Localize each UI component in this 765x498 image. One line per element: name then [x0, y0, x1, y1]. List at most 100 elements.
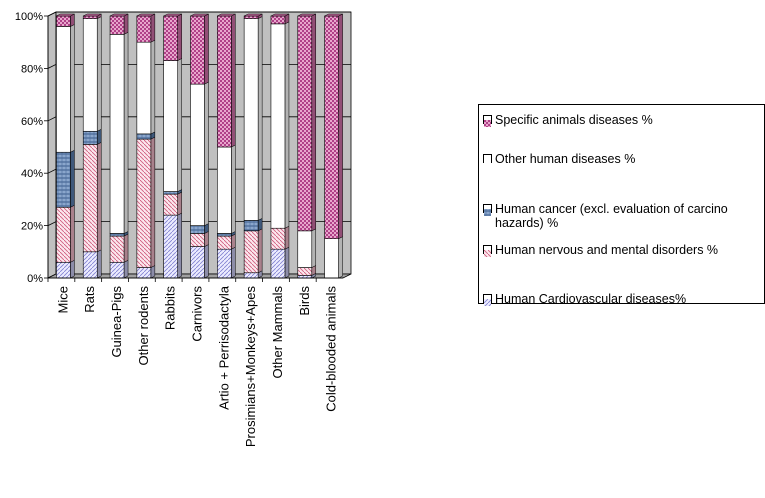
bar-segment-front — [190, 233, 205, 247]
legend-swatch — [483, 204, 492, 216]
x-tick-label: Carnivors — [190, 286, 205, 342]
bar-segment-front — [217, 235, 232, 250]
bar-segment — [270, 13, 290, 25]
bar-segment-front — [243, 220, 259, 232]
bar-segment — [324, 13, 343, 240]
bar-segment — [82, 128, 102, 145]
bar-segment — [136, 13, 156, 43]
bar-segment — [163, 58, 182, 192]
bar-segment-front — [190, 15, 205, 85]
bar-segment — [270, 21, 290, 229]
bar-segment — [190, 244, 209, 279]
side-wall — [47, 11, 57, 279]
bar-segment — [297, 228, 317, 268]
bar-segment-side — [150, 39, 156, 135]
bar-segment-front — [109, 233, 125, 237]
x-axis-labels: Mice Rats Guinea-Pigs Other rodents Rabbits C… — [47, 277, 343, 447]
bar-segment — [109, 259, 129, 279]
bar-segment — [56, 24, 75, 153]
bar-top — [297, 13, 316, 17]
legend-swatch — [483, 294, 492, 306]
bar-segment-side — [204, 13, 209, 85]
bar-segment-front — [297, 267, 313, 276]
bar-segment-side — [338, 13, 343, 240]
bar-segment — [217, 13, 236, 148]
bar-segment — [190, 81, 209, 227]
bar-segment — [109, 31, 129, 234]
y-tick-label: 0% — [27, 273, 43, 285]
bar-segment-front — [270, 23, 286, 229]
bar-segment-side — [204, 244, 209, 279]
bar-segment — [109, 13, 129, 35]
bar-segment-front — [56, 261, 71, 279]
y-tick-label: 100% — [15, 11, 43, 23]
bar-segment-side — [284, 21, 290, 229]
bar-segment-side — [204, 231, 209, 247]
gridline — [47, 11, 351, 17]
bar-segment-side — [177, 212, 182, 279]
bar-segment-front — [243, 272, 259, 279]
bar-segment-side — [150, 13, 156, 43]
x-tick-label: Other rodents — [136, 286, 151, 366]
legend-item: Human nervous and mental disorders % — [483, 243, 735, 257]
bar-segment — [190, 13, 209, 85]
bar-segment-side — [311, 228, 317, 268]
bar-segment-front — [82, 130, 98, 145]
bar-segment-side — [177, 58, 182, 192]
bar-segment-front — [243, 18, 259, 221]
bar-top — [136, 13, 155, 17]
bar-segment-front — [136, 15, 152, 43]
x-tick-label: Other Mammals — [270, 286, 285, 379]
bar-top — [56, 13, 75, 17]
bar-segment-side — [96, 16, 102, 132]
bar-segment — [56, 204, 75, 263]
bar-segment-front — [163, 193, 178, 216]
bar-segment-side — [70, 259, 75, 279]
bar-top — [163, 13, 182, 17]
x-tick-label: Guinea-Pigs — [109, 286, 124, 358]
bar-segment-front — [163, 15, 178, 61]
bar-segment-side — [96, 128, 102, 145]
bar-segment-front — [163, 214, 178, 279]
bar-segment-front — [163, 191, 178, 195]
bar-top — [109, 13, 129, 17]
y-tick-label: 20% — [21, 221, 43, 233]
bar-segment-side — [257, 16, 263, 221]
bar-segment — [82, 249, 102, 279]
bar-segment-front — [243, 230, 259, 274]
bar-segment — [217, 144, 236, 234]
bar-segment-front — [136, 41, 152, 135]
y-axis: 0% 20% 40% 60% 80% 100% — [15, 11, 49, 285]
bar-segment — [163, 13, 182, 61]
bar-segment-front — [217, 15, 232, 148]
bar-segment-front — [136, 267, 152, 279]
bar-segment — [270, 225, 290, 250]
bar-segment — [136, 136, 156, 268]
bar-segment — [163, 212, 182, 279]
legend-label: Human cancer (excl. evaluation of carcin… — [495, 202, 728, 230]
x-tick-label: Rats — [82, 286, 97, 313]
x-tick-label: Rabbits — [163, 286, 178, 331]
bar-segment-front — [82, 15, 98, 19]
bar-segment-front — [190, 246, 205, 279]
bar-segment-front — [217, 146, 232, 234]
bar-segment-front — [82, 18, 98, 132]
bar-segment — [56, 13, 75, 27]
bar-segment — [297, 13, 317, 232]
x-tick-label: Artio + Perrisodactyla — [216, 285, 231, 410]
bar-segment-side — [123, 13, 129, 35]
bar-top — [83, 13, 102, 17]
bar-segment — [136, 39, 156, 135]
y-tick-label: 80% — [21, 63, 43, 75]
bar-segment-front — [163, 60, 178, 192]
bar-segment-front — [109, 235, 125, 263]
bar-segment — [82, 141, 102, 253]
legend-label: Specific animals diseases % — [495, 113, 653, 127]
bar-segment-front — [82, 251, 98, 279]
x-tick-label: Birds — [297, 286, 312, 316]
legend-item: Human cancer (excl. evaluation of carcin… — [483, 202, 735, 230]
legend-label: Other human diseases % — [495, 152, 636, 166]
bar-segment-front — [297, 230, 313, 268]
legend-item: Specific animals diseases % — [483, 113, 735, 127]
bar-segment-front — [109, 15, 125, 35]
